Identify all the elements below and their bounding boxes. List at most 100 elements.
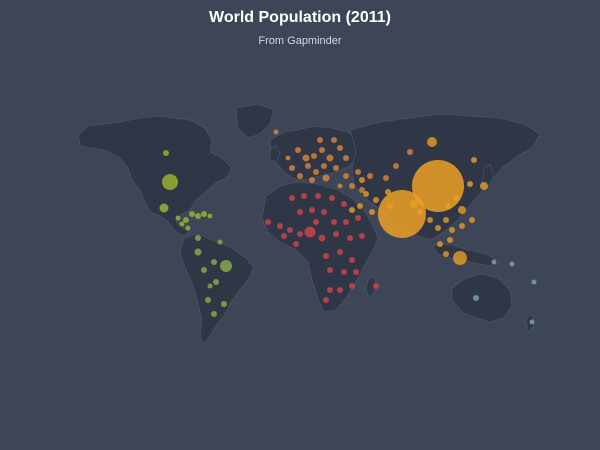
population-bubble-africa[interactable]	[331, 219, 337, 225]
population-bubble-south-america[interactable]	[207, 283, 213, 289]
population-bubble-oceania[interactable]	[491, 259, 497, 265]
population-bubble-africa[interactable]	[304, 226, 316, 238]
population-bubble-oceania[interactable]	[531, 279, 537, 285]
population-bubble-europe[interactable]	[313, 169, 319, 175]
population-bubble-asia[interactable]	[373, 197, 379, 203]
population-bubble-europe[interactable]	[343, 155, 349, 161]
population-bubble-asia[interactable]	[349, 207, 355, 213]
population-bubble-africa[interactable]	[349, 257, 355, 263]
population-bubble-europe[interactable]	[295, 147, 301, 153]
population-bubble-africa[interactable]	[281, 233, 287, 239]
population-bubble-asia[interactable]	[427, 137, 437, 147]
population-bubble-asia[interactable]	[443, 217, 449, 223]
population-bubble-asia[interactable]	[385, 189, 391, 195]
population-bubble-africa[interactable]	[297, 209, 303, 215]
population-bubble-asia[interactable]	[387, 203, 393, 209]
population-bubble-asia[interactable]	[437, 241, 443, 247]
population-bubble-asia[interactable]	[412, 160, 464, 212]
population-bubble-europe[interactable]	[311, 153, 317, 159]
population-bubble-asia[interactable]	[458, 206, 466, 214]
population-bubble-north-america[interactable]	[175, 215, 181, 221]
population-bubble-europe[interactable]	[319, 147, 325, 153]
population-bubble-asia[interactable]	[443, 251, 449, 257]
population-bubble-africa[interactable]	[349, 283, 355, 289]
population-bubble-africa[interactable]	[301, 193, 307, 199]
population-bubble-europe[interactable]	[317, 137, 323, 143]
population-bubble-south-america[interactable]	[221, 301, 227, 307]
population-bubble-south-america[interactable]	[205, 297, 211, 303]
population-bubble-asia[interactable]	[447, 237, 453, 243]
population-bubble-africa[interactable]	[353, 269, 359, 275]
population-bubble-africa[interactable]	[265, 219, 271, 225]
population-bubble-europe[interactable]	[337, 183, 343, 189]
population-bubble-africa[interactable]	[297, 231, 303, 237]
population-bubble-africa[interactable]	[341, 269, 347, 275]
population-bubble-north-america[interactable]	[162, 174, 178, 190]
population-bubble-asia[interactable]	[435, 225, 441, 231]
population-bubble-oceania[interactable]	[509, 261, 515, 267]
population-bubble-south-america[interactable]	[211, 311, 217, 317]
population-bubble-africa[interactable]	[373, 283, 379, 289]
population-bubble-europe[interactable]	[331, 137, 337, 143]
population-bubble-europe[interactable]	[305, 163, 311, 169]
population-bubble-europe[interactable]	[321, 163, 327, 169]
population-bubble-europe[interactable]	[322, 174, 330, 182]
population-bubble-europe[interactable]	[343, 173, 349, 179]
population-bubble-africa[interactable]	[315, 193, 321, 199]
population-bubble-africa[interactable]	[347, 235, 353, 241]
population-bubble-asia[interactable]	[480, 182, 488, 190]
population-bubble-africa[interactable]	[289, 195, 295, 201]
population-bubble-south-america[interactable]	[201, 267, 207, 273]
population-bubble-asia[interactable]	[369, 209, 375, 215]
population-bubble-south-america[interactable]	[220, 260, 232, 272]
population-bubble-asia[interactable]	[459, 223, 465, 229]
population-bubble-africa[interactable]	[327, 267, 333, 273]
population-bubble-europe[interactable]	[285, 155, 291, 161]
population-bubble-north-america[interactable]	[183, 217, 189, 223]
population-bubble-oceania[interactable]	[473, 295, 479, 301]
population-bubble-africa[interactable]	[323, 253, 329, 259]
population-bubble-europe[interactable]	[333, 165, 339, 171]
population-bubble-europe[interactable]	[337, 145, 343, 151]
population-bubble-europe[interactable]	[355, 169, 361, 175]
population-bubble-europe[interactable]	[393, 163, 399, 169]
population-bubble-asia[interactable]	[469, 217, 475, 223]
population-bubble-north-america[interactable]	[201, 211, 207, 217]
population-bubble-asia[interactable]	[427, 217, 433, 223]
population-bubble-africa[interactable]	[293, 241, 299, 247]
population-bubble-asia[interactable]	[357, 203, 363, 209]
population-bubble-europe[interactable]	[302, 154, 310, 162]
population-bubble-asia[interactable]	[359, 177, 365, 183]
population-bubble-south-america[interactable]	[194, 248, 202, 256]
population-bubble-europe[interactable]	[289, 165, 295, 171]
population-bubble-asia[interactable]	[453, 251, 467, 265]
population-bubble-africa[interactable]	[343, 219, 349, 225]
population-bubble-europe[interactable]	[273, 129, 279, 135]
population-bubble-europe[interactable]	[359, 187, 365, 193]
population-bubble-north-america[interactable]	[189, 211, 195, 217]
population-bubble-africa[interactable]	[341, 201, 347, 207]
population-bubble-oceania[interactable]	[529, 319, 535, 325]
population-bubble-asia[interactable]	[445, 203, 451, 209]
population-bubble-asia[interactable]	[449, 227, 455, 233]
population-bubble-africa[interactable]	[337, 249, 343, 255]
population-bubble-asia[interactable]	[363, 191, 369, 197]
population-bubble-south-america[interactable]	[211, 259, 217, 265]
population-bubble-europe[interactable]	[367, 173, 373, 179]
population-bubble-north-america[interactable]	[159, 203, 169, 213]
population-bubble-africa[interactable]	[277, 223, 283, 229]
population-bubble-north-america[interactable]	[163, 150, 169, 156]
population-bubble-africa[interactable]	[321, 209, 327, 215]
population-bubble-africa[interactable]	[313, 219, 319, 225]
population-bubble-europe[interactable]	[383, 175, 389, 181]
population-bubble-north-america[interactable]	[179, 221, 185, 227]
population-bubble-africa[interactable]	[359, 233, 365, 239]
population-bubble-europe[interactable]	[407, 149, 413, 155]
population-bubble-africa[interactable]	[355, 215, 361, 221]
population-bubble-africa[interactable]	[333, 231, 339, 237]
population-bubble-africa[interactable]	[323, 297, 329, 303]
population-bubble-africa[interactable]	[287, 227, 293, 233]
population-bubble-africa[interactable]	[309, 207, 315, 213]
population-bubble-asia[interactable]	[471, 157, 477, 163]
population-bubble-asia[interactable]	[417, 209, 423, 215]
